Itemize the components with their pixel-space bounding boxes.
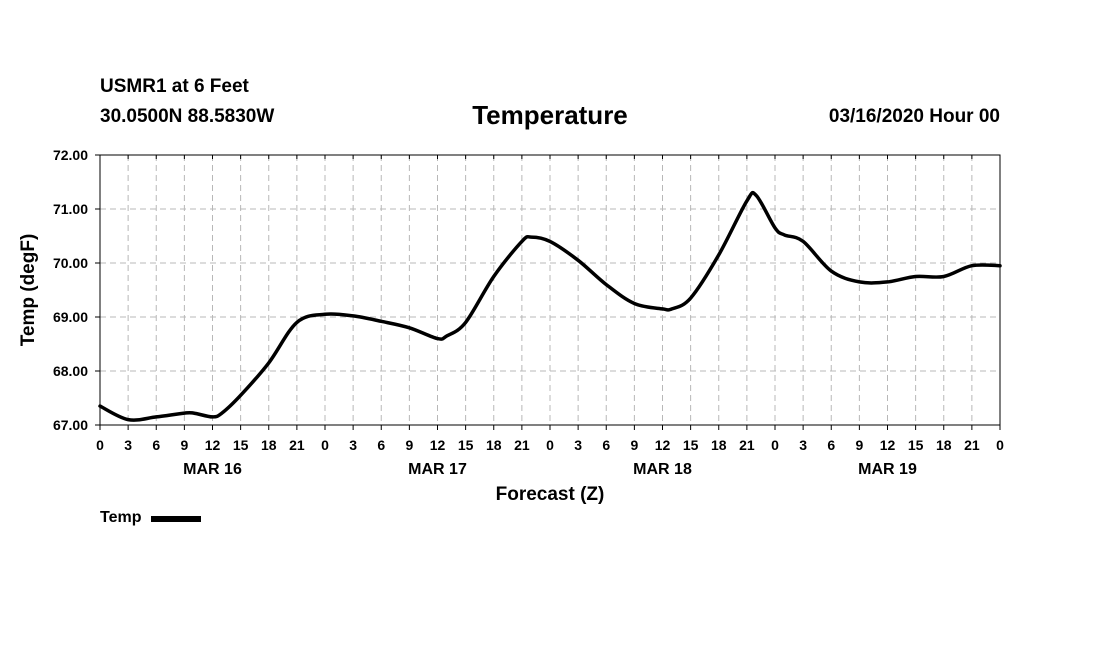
station-label: USMR1 at 6 Feet xyxy=(100,76,249,97)
x-tick-label: 21 xyxy=(289,437,305,453)
legend-label: Temp xyxy=(100,509,142,526)
day-label: MAR 19 xyxy=(858,461,917,478)
x-tick-label: 0 xyxy=(96,437,104,453)
x-tick-label: 21 xyxy=(964,437,980,453)
x-tick-label: 3 xyxy=(349,437,357,453)
axis-labels: 67.00 68.00 69.00 70.00 71.00 72.00 0 3 6 9 12 15 18… xyxy=(53,147,1004,478)
x-tick-label: 6 xyxy=(377,437,385,453)
x-tick-label: 9 xyxy=(855,437,863,453)
x-axis-title: Forecast (Z) xyxy=(496,484,605,505)
x-tick-label: 9 xyxy=(405,437,413,453)
series xyxy=(98,190,1002,422)
day-label: MAR 17 xyxy=(408,461,467,478)
y-tick-label: 69.00 xyxy=(53,309,88,325)
x-tick-label: 12 xyxy=(430,437,446,453)
axis-ticks xyxy=(95,154,1001,430)
x-tick-label: 18 xyxy=(486,437,502,453)
x-tick-label: 18 xyxy=(936,437,952,453)
grid xyxy=(100,155,1000,425)
x-tick-label: 9 xyxy=(180,437,188,453)
x-tick-label: 3 xyxy=(799,437,807,453)
x-tick-label: 0 xyxy=(771,437,779,453)
x-tick-label: 12 xyxy=(205,437,221,453)
y-axis-title: Temp (degF) xyxy=(18,234,39,347)
x-tick-label: 0 xyxy=(546,437,554,453)
coordinates-label: 30.0500N 88.5830W xyxy=(100,106,275,127)
y-tick-label: 68.00 xyxy=(53,363,88,379)
x-tick-label: 12 xyxy=(655,437,671,453)
forecast-datetime: 03/16/2020 Hour 00 xyxy=(828,106,1000,127)
temp-series-line xyxy=(98,190,1002,422)
legend: Temp xyxy=(100,509,202,527)
y-tick-label: 72.00 xyxy=(53,147,88,163)
y-tick-label: 70.00 xyxy=(53,255,88,271)
x-tick-label: 12 xyxy=(880,437,896,453)
y-tick-label: 71.00 xyxy=(53,201,88,217)
x-tick-label: 15 xyxy=(458,437,474,453)
x-tick-label: 21 xyxy=(739,437,755,453)
x-tick-label: 6 xyxy=(827,437,835,453)
y-tick-label: 67.00 xyxy=(53,417,88,433)
x-tick-label: 15 xyxy=(233,437,249,453)
legend-swatch xyxy=(151,516,202,522)
day-label: MAR 18 xyxy=(633,461,692,478)
x-tick-label: 6 xyxy=(152,437,160,453)
chart-title: Temperature xyxy=(472,100,628,130)
x-tick-label: 21 xyxy=(514,437,530,453)
day-label: MAR 16 xyxy=(183,461,242,478)
x-tick-label: 0 xyxy=(996,437,1004,453)
x-tick-label: 6 xyxy=(602,437,610,453)
x-tick-label: 3 xyxy=(574,437,582,453)
x-tick-label: 15 xyxy=(908,437,924,453)
x-tick-label: 18 xyxy=(261,437,277,453)
x-tick-label: 18 xyxy=(711,437,727,453)
x-tick-label: 15 xyxy=(683,437,699,453)
x-tick-label: 3 xyxy=(124,437,132,453)
x-tick-label: 9 xyxy=(630,437,638,453)
x-tick-label: 0 xyxy=(321,437,329,453)
